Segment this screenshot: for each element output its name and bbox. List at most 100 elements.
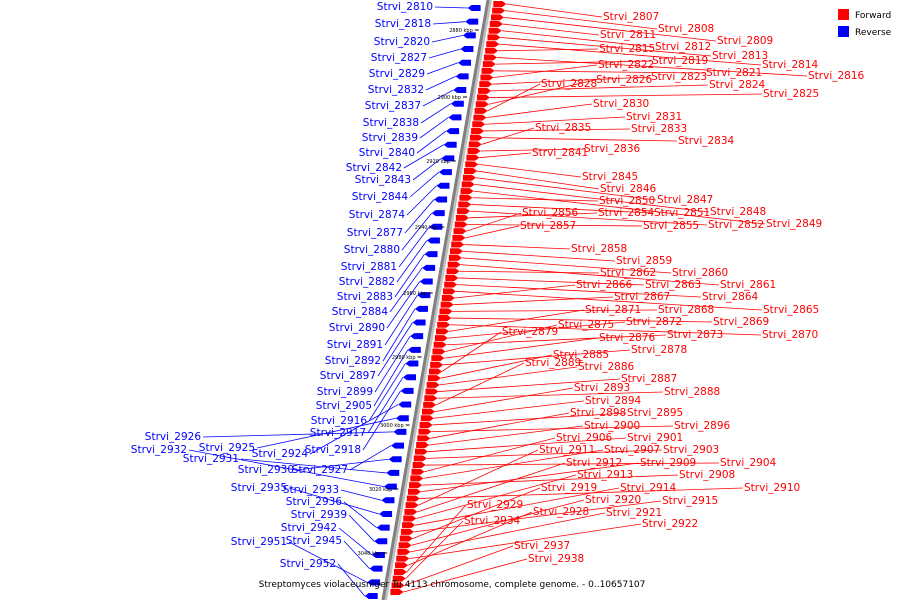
forward-gene-feature (395, 562, 409, 569)
forward-gene-feature (489, 21, 503, 28)
forward-gene-label: Strvi_2852 (708, 219, 764, 231)
forward-gene-label: Strvi_2841 (532, 147, 588, 159)
forward-gene-label: Strvi_2937 (514, 540, 570, 552)
forward-leader-line (477, 170, 600, 190)
forward-gene-feature (424, 395, 438, 402)
forward-gene-label: Strvi_2864 (702, 291, 759, 303)
tick-label: 3000 kbp (380, 423, 404, 429)
reverse-gene-feature (419, 278, 433, 285)
reverse-gene-feature (369, 565, 383, 572)
forward-leader-line (503, 16, 717, 42)
reverse-leader-line (348, 514, 375, 542)
reverse-gene-label: Strvi_2931 (183, 453, 239, 465)
forward-gene-label: Strvi_2851 (654, 207, 710, 219)
reverse-gene-label: Strvi_2838 (363, 117, 419, 129)
forward-gene-feature (482, 61, 496, 68)
reverse-gene-label: Strvi_2880 (344, 244, 400, 256)
forward-leader-line (448, 309, 585, 332)
forward-leader-line (434, 387, 574, 412)
forward-gene-feature (471, 127, 485, 134)
reverse-gene-label: Strvi_2818 (375, 18, 431, 30)
forward-gene-label: Strvi_2807 (603, 11, 659, 23)
forward-gene-label: Strvi_2830 (593, 98, 649, 110)
forward-gene-feature (448, 254, 462, 261)
forward-leader-line (487, 83, 541, 112)
reverse-gene-label: Strvi_2839 (362, 132, 418, 144)
reverse-leader-line (202, 431, 394, 438)
reverse-leader-line (412, 158, 442, 181)
forward-gene-feature (423, 401, 437, 408)
reverse-gene-label: Strvi_2882 (339, 276, 395, 288)
forward-gene-label: Strvi_2815 (599, 43, 655, 55)
forward-gene-feature (396, 555, 410, 562)
reverse-gene-label: Strvi_2890 (329, 322, 385, 334)
reverse-leader-line (431, 34, 463, 43)
reverse-leader-line (295, 458, 389, 471)
forward-gene-label: Strvi_2848 (710, 206, 766, 218)
forward-gene-feature (414, 448, 428, 455)
forward-gene-feature (479, 81, 493, 88)
forward-leader-line (506, 3, 603, 18)
genome-caption: Streptomyces violaceusniger Tu 4113 chro… (259, 580, 646, 590)
forward-gene-label: Strvi_2835 (535, 122, 591, 134)
forward-leader-line (486, 103, 593, 118)
forward-leader-line (472, 197, 599, 202)
reverse-leader-line (419, 117, 449, 139)
reverse-leader-line (368, 363, 406, 422)
forward-gene-feature (410, 475, 424, 482)
forward-gene-label: Strvi_2858 (571, 243, 627, 255)
forward-gene-label: Strvi_2871 (585, 304, 641, 316)
reverse-gene-label: Strvi_2820 (374, 36, 430, 48)
forward-gene-label: Strvi_2904 (720, 457, 777, 469)
forward-gene-feature (412, 462, 426, 469)
reverse-leader-line (406, 185, 437, 216)
forward-leader-line (460, 264, 720, 286)
forward-gene-feature (416, 442, 430, 448)
reverse-leader-line (288, 541, 368, 583)
forward-gene-label: Strvi_2814 (762, 59, 819, 71)
forward-gene-feature (454, 221, 468, 228)
reverse-gene-feature (450, 100, 464, 107)
forward-gene-feature (427, 375, 441, 382)
reverse-gene-feature (443, 141, 457, 148)
forward-gene-label: Strvi_2847 (657, 194, 713, 206)
forward-gene-feature (398, 542, 412, 549)
reverse-gene-label: Strvi_2837 (365, 100, 421, 112)
forward-gene-feature (451, 241, 465, 248)
reverse-gene-feature (376, 524, 390, 531)
forward-gene-label: Strvi_2812 (655, 41, 711, 53)
forward-gene-feature (409, 482, 423, 489)
reverse-gene-label: Strvi_2827 (371, 52, 427, 64)
reverse-leader-line (403, 144, 444, 169)
forward-gene-label: Strvi_2921 (606, 507, 662, 519)
reverse-gene-feature (446, 128, 460, 135)
forward-gene-label: Strvi_2873 (667, 329, 723, 341)
reverse-gene-label: Strvi_2844 (352, 191, 409, 203)
reverse-leader-line (396, 240, 428, 283)
forward-gene-label: Strvi_2855 (643, 220, 699, 232)
forward-gene-feature (464, 168, 478, 175)
forward-gene-label: Strvi_2913 (577, 469, 633, 481)
forward-gene-label: Strvi_2911 (539, 444, 595, 456)
forward-gene-feature (455, 214, 469, 221)
forward-gene-label: Strvi_2823 (651, 71, 707, 83)
forward-gene-label: Strvi_2914 (620, 482, 677, 494)
forward-gene-label: Strvi_2862 (600, 267, 656, 279)
reverse-leader-line (389, 267, 423, 313)
forward-gene-label: Strvi_2866 (576, 279, 633, 291)
forward-gene-label: Strvi_2811 (600, 29, 656, 41)
forward-gene-label: Strvi_2856 (522, 207, 579, 219)
reverse-gene-label: Strvi_2829 (369, 68, 425, 80)
forward-gene-label: Strvi_2808 (658, 23, 714, 35)
forward-leader-line (492, 76, 651, 85)
reverse-gene-label: Strvi_2843 (355, 174, 411, 186)
forward-gene-feature (490, 14, 504, 21)
forward-leader-line (505, 10, 658, 30)
forward-gene-feature (434, 335, 448, 342)
forward-gene-feature (443, 288, 457, 295)
forward-gene-label: Strvi_2906 (556, 432, 613, 444)
forward-gene-label: Strvi_2861 (720, 279, 776, 291)
reverse-gene-label: Strvi_2951 (231, 536, 287, 548)
forward-gene-feature (407, 488, 421, 495)
reverse-leader-line (394, 253, 425, 298)
